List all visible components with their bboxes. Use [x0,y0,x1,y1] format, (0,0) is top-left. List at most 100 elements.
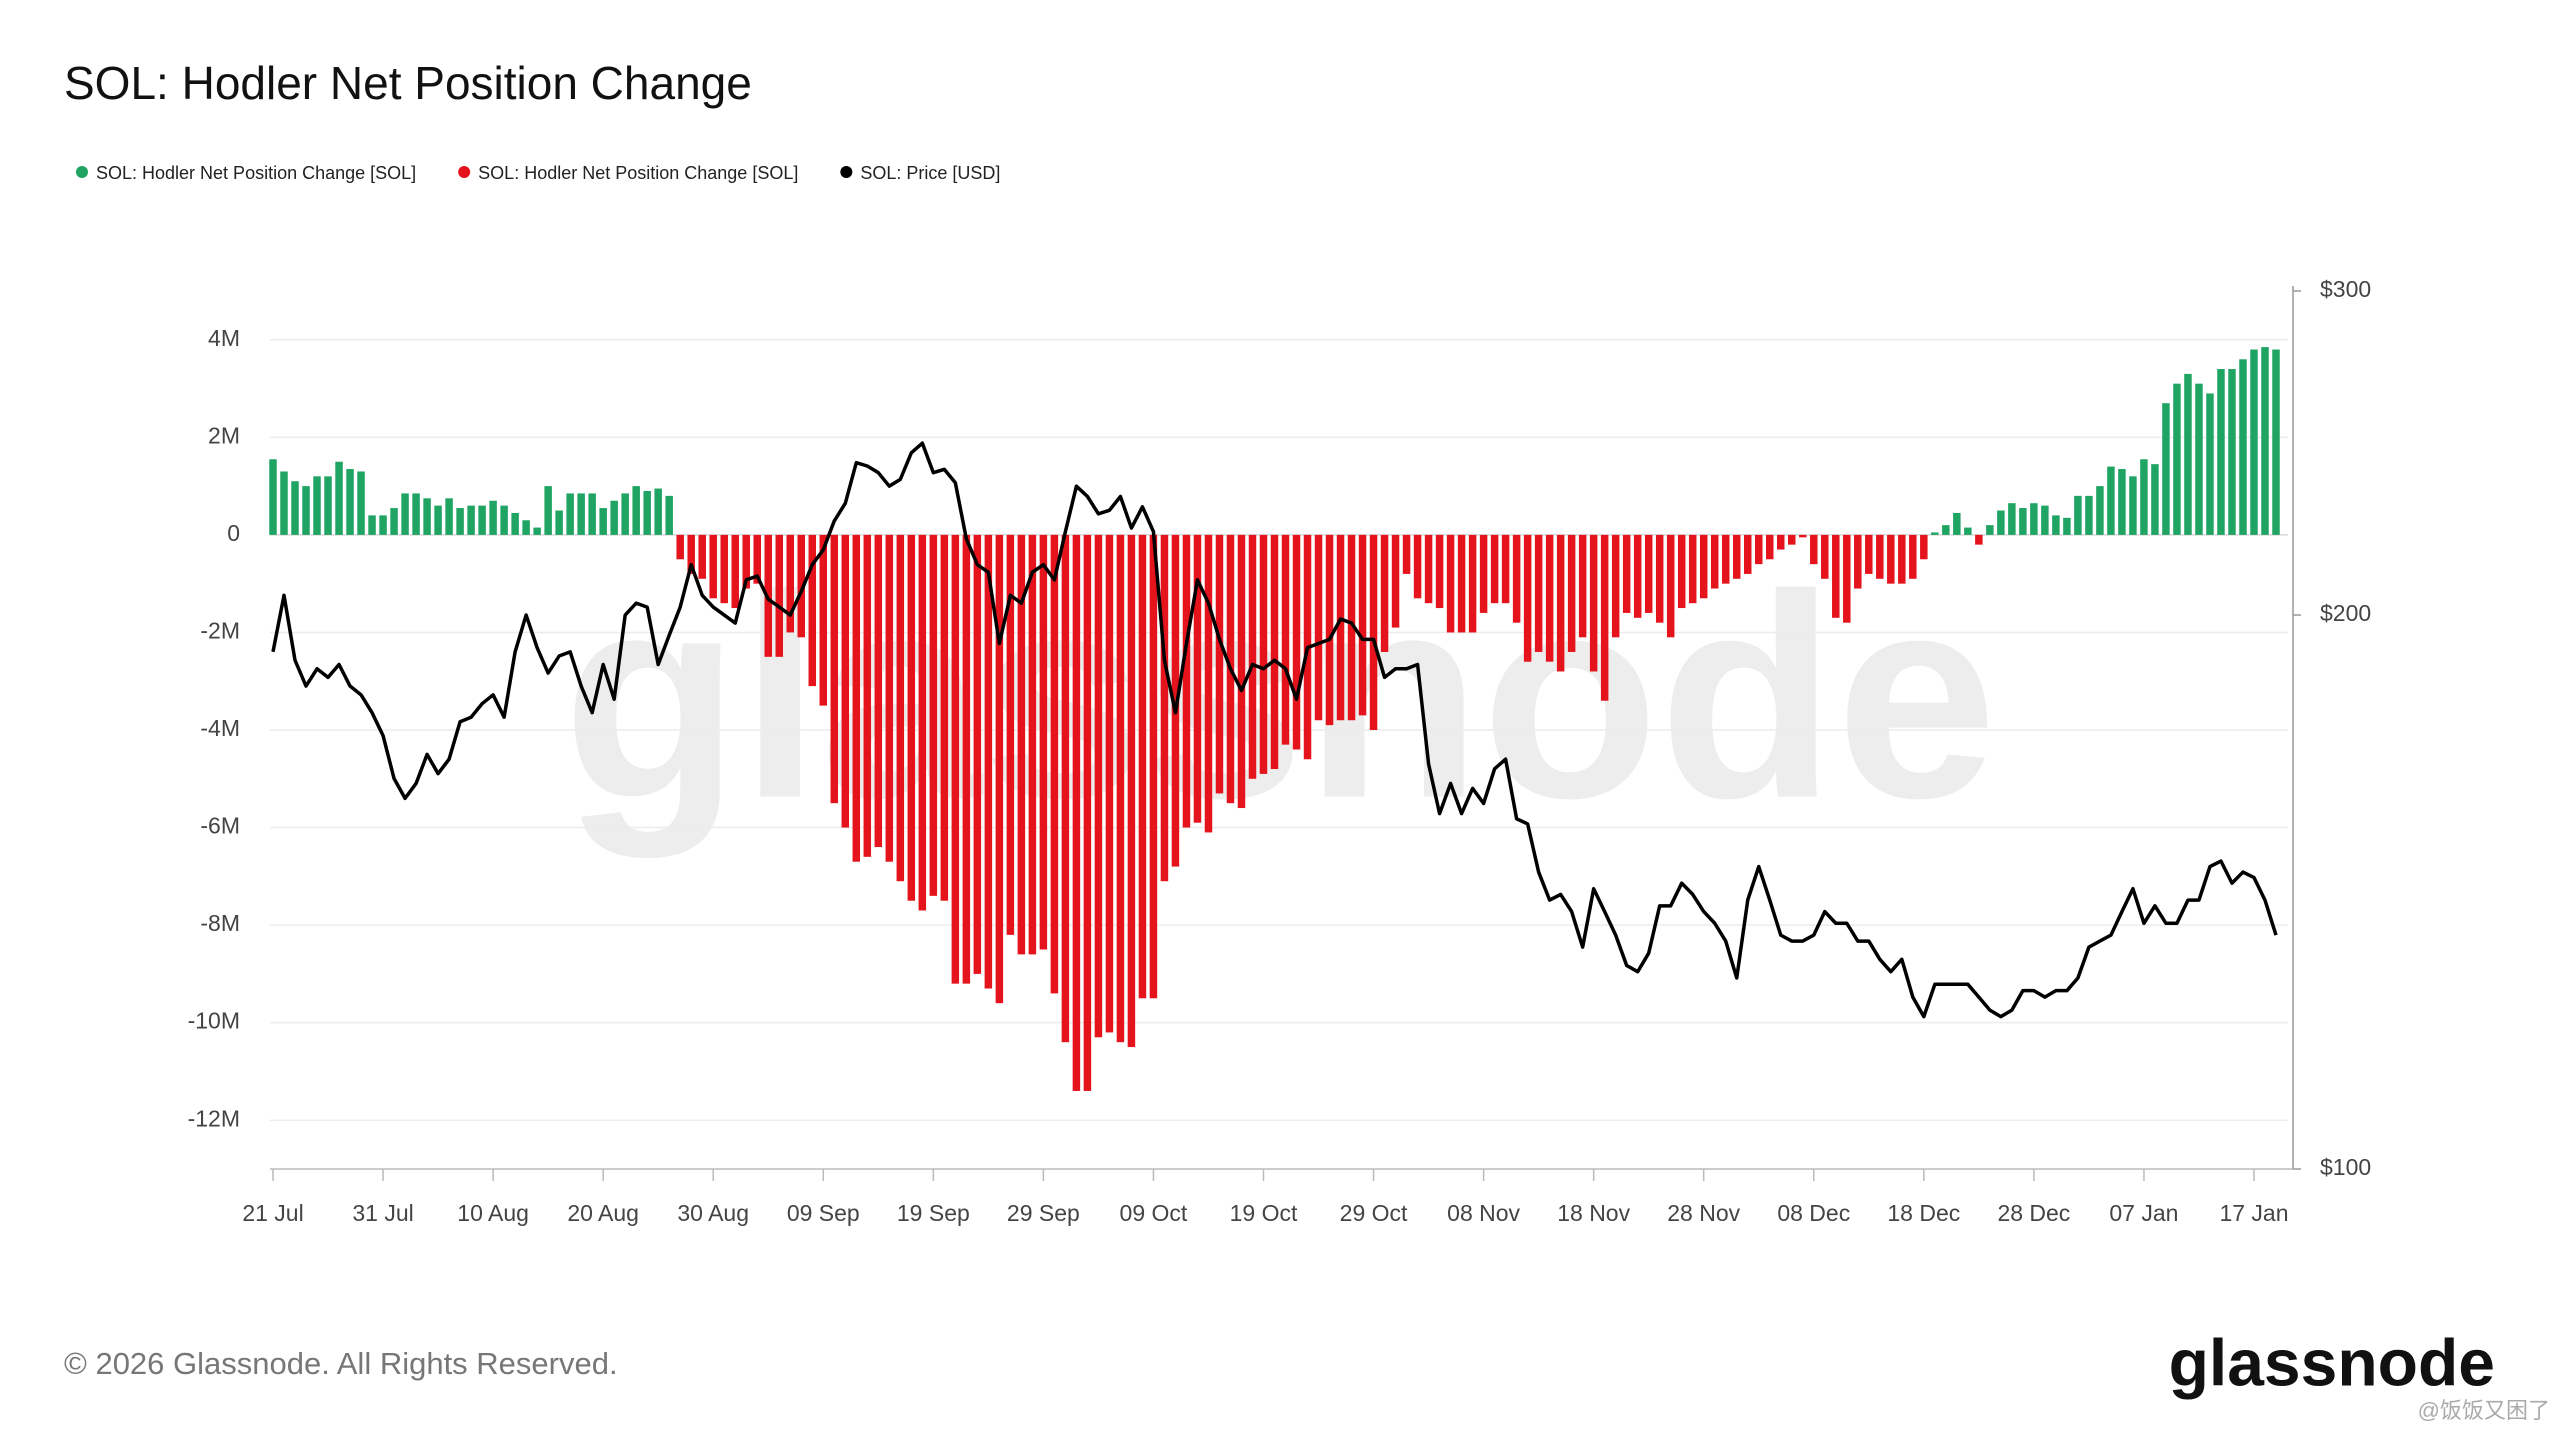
legend-marker [840,166,853,178]
x-tick-label: 30 Aug [677,1200,749,1226]
bar [1942,525,1950,535]
bar [720,534,728,604]
legend-marker [458,166,471,178]
x-tick-label: 19 Sep [897,1200,970,1226]
bar [1677,534,1686,609]
y-tick-label: -6M [200,813,240,839]
bar [313,476,321,535]
x-tick-label: 08 Dec [1777,1200,1850,1226]
bar [665,495,673,535]
bar [610,500,618,535]
x-tick-label: 09 Oct [1120,1200,1188,1226]
x-tick-label: 21 Jul [242,1200,303,1226]
bar [863,534,872,857]
bar [841,534,850,828]
bar [1743,534,1752,574]
price-line [271,441,2278,1019]
bar [1512,534,1521,623]
bar [2030,503,2038,535]
bar [566,493,574,535]
bar [1975,534,1983,545]
bar [2261,347,2269,535]
y-tick-label: -10M [188,1008,240,1034]
bar [1270,534,1279,770]
bar [1688,534,1697,604]
bar [1127,534,1136,1048]
bar [1017,534,1026,955]
bar [2008,503,2016,535]
bar [1567,534,1576,652]
bar [1865,534,1873,574]
bar [775,534,783,657]
bar [1644,534,1653,613]
legend-label: SOL: Hodler Net Position Change [SOL] [478,163,798,183]
bar [379,515,387,535]
bar [1766,534,1774,560]
bar [1655,534,1664,623]
bar [555,510,563,535]
bar [1358,534,1367,716]
bar [2239,359,2247,535]
bar [1589,534,1598,672]
bar [445,498,453,535]
bar [2085,495,2093,535]
x-tick-label: 18 Dec [1887,1200,1960,1226]
bar [1325,534,1334,726]
x-tick-label: 17 Jan [2219,1200,2288,1226]
bar [324,476,332,535]
bar [1887,534,1895,584]
bar [2019,508,2027,535]
bar [2074,495,2082,535]
bar [1953,512,1961,535]
bar [1402,534,1411,574]
bar [874,534,883,848]
bar [819,534,828,706]
bar [676,534,684,560]
y-tick-label: 2M [208,422,240,448]
bar [1391,534,1400,628]
x-tick-label: 28 Dec [1997,1200,2070,1226]
bar [423,498,431,535]
bar [1843,534,1851,623]
bar [511,512,519,535]
bar [1986,525,1994,535]
bar [368,515,376,535]
bar [1821,534,1829,579]
bar [1413,534,1422,599]
bar [643,490,651,535]
bar [808,534,817,687]
bar [1534,534,1543,652]
bar [1545,534,1554,662]
bar [731,534,739,609]
bar [467,505,475,535]
bar [2052,515,2060,535]
bar [1292,534,1301,750]
bar [1622,534,1631,613]
bar [1611,534,1620,638]
bar [1171,534,1180,867]
bar [995,534,1004,1004]
bar [1854,534,1862,589]
legend-label: SOL: Hodler Net Position Change [SOL] [96,163,416,183]
footer: © 2026 Glassnode. All Rights Reserved. [64,1346,618,1381]
user-watermark: @饭饭又困了 [2418,1398,2550,1423]
bar [797,534,806,638]
bar [1116,534,1125,1043]
bar [852,534,861,862]
bar [830,534,839,804]
bar [269,459,277,535]
bar [940,534,949,901]
bar [544,486,552,535]
y-tick-label: -12M [188,1105,240,1131]
bar [1028,534,1037,955]
bar [588,493,596,535]
x-tick-label: 08 Nov [1447,1200,1520,1226]
chart-title: SOL: Hodler Net Position Change [64,57,752,109]
bar [2096,486,2104,535]
bar [1920,534,1928,560]
bar [1204,534,1213,833]
y-tick-label: 4M [208,325,240,351]
bar [1578,534,1587,638]
bar [687,534,695,574]
bar [2272,349,2280,535]
